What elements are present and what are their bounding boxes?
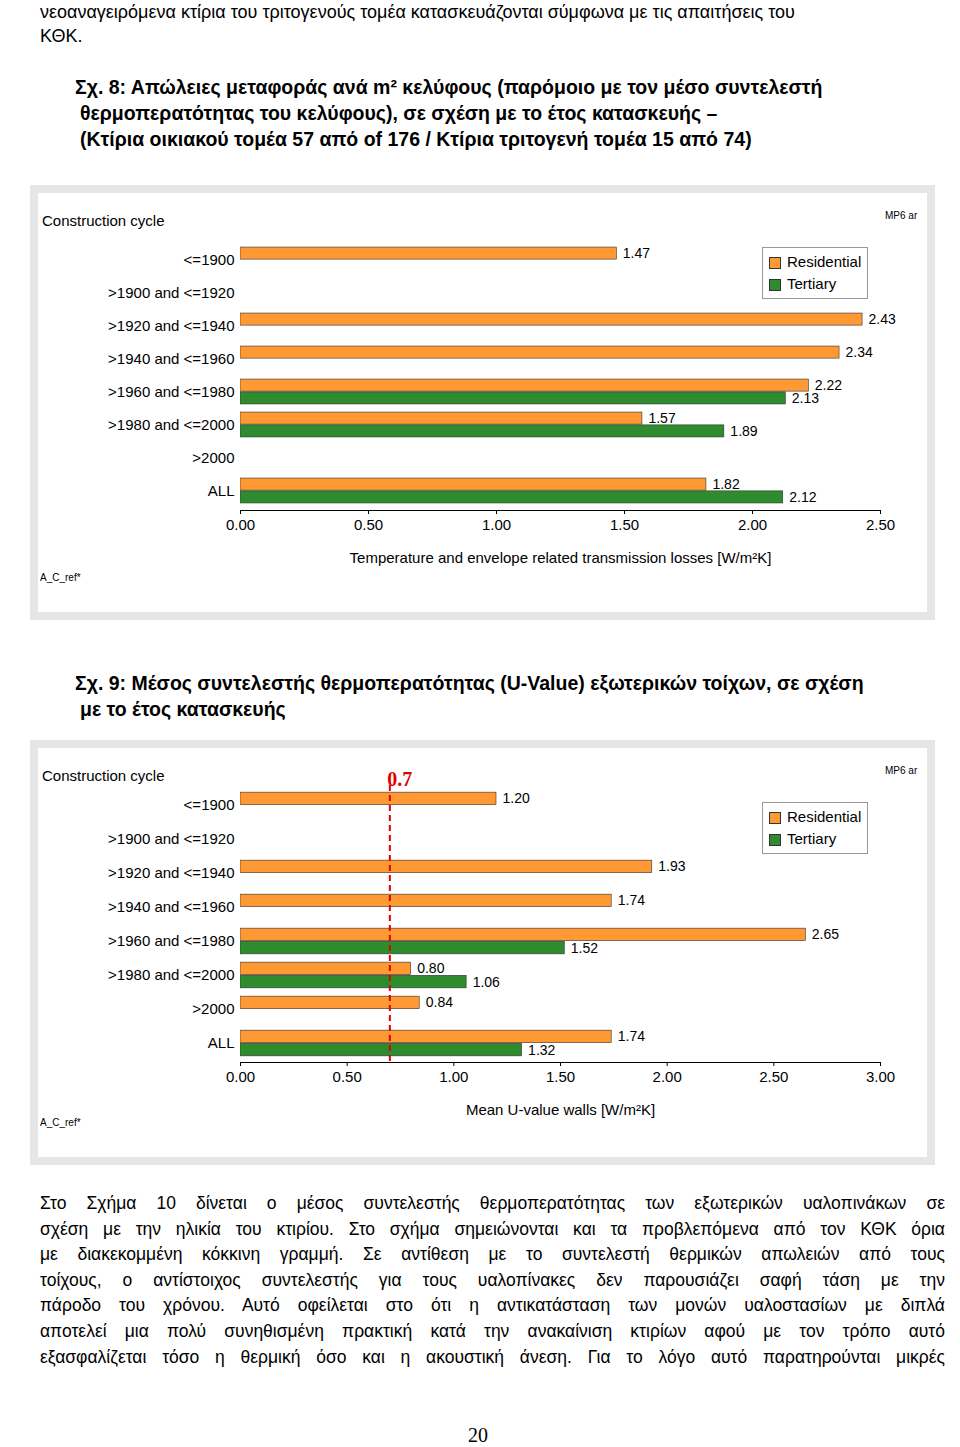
html-text:A_C_ref*: A_C_ref* xyxy=(40,1117,81,1128)
svg-text:>1920 and <=1940: >1920 and <=1940 xyxy=(108,317,234,334)
svg-text:ALL: ALL xyxy=(208,1034,235,1051)
html-text:Tertiary: Tertiary xyxy=(787,275,837,292)
html-text:Tertiary: Tertiary xyxy=(787,830,837,847)
svg-text:>1940 and <=1960: >1940 and <=1960 xyxy=(108,898,234,915)
svg-text:>1900 and <=1920: >1900 and <=1920 xyxy=(108,830,234,847)
html-text:Construction cycle: Construction cycle xyxy=(42,212,165,229)
svg-text:>1980 and <=2000: >1980 and <=2000 xyxy=(108,416,234,433)
svg-text:1.00: 1.00 xyxy=(439,1068,468,1085)
html-text:πάροδο του χρόνου. Αυτό οφείλε: πάροδο του χρόνου. Αυτό οφείλεται στο ότ… xyxy=(40,1295,945,1316)
svg-text:Temperature and envelope relat: Temperature and envelope related transmi… xyxy=(350,549,772,566)
svg-text:<=1900: <=1900 xyxy=(184,251,235,268)
svg-text:2.50: 2.50 xyxy=(866,516,895,533)
svg-text:2.50: 2.50 xyxy=(759,1068,788,1085)
html-text:MP6 ar: MP6 ar xyxy=(885,765,918,776)
html-text:Σχ. 9: Μέσος συντελεστής θερμο: Σχ. 9: Μέσος συντελεστής θερμοπερατότητα… xyxy=(75,672,864,694)
svg-text:3.00: 3.00 xyxy=(866,1068,895,1085)
svg-text:2.12: 2.12 xyxy=(789,489,816,505)
svg-text:0.00: 0.00 xyxy=(226,516,255,533)
html-text:με διακεκομμένη κόκκινη γραμμή: με διακεκομμένη κόκκινη γραμμή. Σε αντίθ… xyxy=(40,1244,945,1265)
svg-text:<=1900: <=1900 xyxy=(184,796,235,813)
svg-text:1.52: 1.52 xyxy=(571,940,598,956)
html-text:θερμοπερατότητας του κελύφους): θερμοπερατότητας του κελύφους), σε σχέση… xyxy=(80,102,718,124)
svg-text:>2000: >2000 xyxy=(192,449,234,466)
svg-text:>1960 and <=1980: >1960 and <=1980 xyxy=(108,383,234,400)
html-text:τοίχους, ο αντίστοιχος συντελε: τοίχους, ο αντίστοιχος συντελεστής για τ… xyxy=(40,1269,945,1290)
svg-text:1.57: 1.57 xyxy=(648,410,675,426)
svg-text:1.74: 1.74 xyxy=(618,1028,645,1044)
svg-text:0.84: 0.84 xyxy=(426,994,453,1010)
html-text:εξασφαλίζεται τόσο η θερμική ό: εξασφαλίζεται τόσο η θερμική όσο και η α… xyxy=(40,1346,945,1367)
svg-text:>1960 and <=1980: >1960 and <=1980 xyxy=(108,932,234,949)
html-text:Residential: Residential xyxy=(787,253,862,270)
svg-text:0.50: 0.50 xyxy=(333,1068,362,1085)
html-text:Residential: Residential xyxy=(787,808,862,825)
html-text:αποτελεί μια πολύ συνηθισμένη: αποτελεί μια πολύ συνηθισμένη πρακτική κ… xyxy=(40,1321,945,1341)
html-text:Στο Σχήμα 10 δίνεται ο μέσος σ: Στο Σχήμα 10 δίνεται ο μέσος συντελεστής… xyxy=(40,1193,945,1213)
svg-text:>1900 and <=1920: >1900 and <=1920 xyxy=(108,284,234,301)
svg-text:1.00: 1.00 xyxy=(482,516,511,533)
svg-text:>1920 and <=1940: >1920 and <=1940 xyxy=(108,864,234,881)
svg-text:1.89: 1.89 xyxy=(730,423,757,439)
svg-text:0.50: 0.50 xyxy=(354,516,383,533)
html-text:MP6 ar: MP6 ar xyxy=(885,210,918,221)
svg-text:>1980 and <=2000: >1980 and <=2000 xyxy=(108,966,234,983)
svg-text:ALL: ALL xyxy=(208,482,235,499)
svg-text:2.00: 2.00 xyxy=(653,1068,682,1085)
svg-text:2.13: 2.13 xyxy=(792,390,819,406)
svg-text:0.7: 0.7 xyxy=(387,768,412,790)
svg-text:2.22: 2.22 xyxy=(814,377,843,394)
html-text:20: 20 xyxy=(468,1424,488,1446)
svg-text:1.50: 1.50 xyxy=(546,1068,575,1085)
svg-text:1.47: 1.47 xyxy=(623,245,650,261)
svg-text:1.50: 1.50 xyxy=(610,516,639,533)
html-text:ΚΘΚ.: ΚΘΚ. xyxy=(40,26,83,46)
svg-text:1.06: 1.06 xyxy=(473,974,500,990)
svg-text:2.43: 2.43 xyxy=(869,311,896,327)
html-text:με το έτος κατασκευής: με το έτος κατασκευής xyxy=(80,698,286,720)
html-text:νεοαναγειρόμενα κτίρια του τρι: νεοαναγειρόμενα κτίρια του τριτογενούς τ… xyxy=(40,2,795,22)
svg-text:>1940 and <=1960: >1940 and <=1960 xyxy=(108,350,234,367)
svg-text:1.82: 1.82 xyxy=(712,476,739,492)
svg-text:Mean U-value walls [W/m²K]: Mean U-value walls [W/m²K] xyxy=(466,1101,655,1118)
svg-text:0.00: 0.00 xyxy=(226,1068,255,1085)
svg-text:1.20: 1.20 xyxy=(503,790,530,806)
html-text:Σχ. 8: Απώλειες μεταφοράς ανά: Σχ. 8: Απώλειες μεταφοράς ανά m² κελύφου… xyxy=(75,76,823,98)
svg-text:2.65: 2.65 xyxy=(812,926,839,942)
svg-text:1.93: 1.93 xyxy=(658,858,685,874)
svg-text:0.80: 0.80 xyxy=(417,960,444,976)
svg-text:2.00: 2.00 xyxy=(738,516,767,533)
svg-text:2.34: 2.34 xyxy=(846,344,873,360)
svg-text:1.32: 1.32 xyxy=(528,1042,555,1058)
html-text:Construction cycle: Construction cycle xyxy=(42,767,165,784)
svg-text:>2000: >2000 xyxy=(192,1000,234,1017)
html-text:(Κτίρια οικιακού τομέα 57 από: (Κτίρια οικιακού τομέα 57 από of 176 / Κ… xyxy=(80,128,752,150)
html-text:A_C_ref*: A_C_ref* xyxy=(40,572,81,583)
svg-text:1.74: 1.74 xyxy=(618,892,645,908)
html-text:σχέση με την ηλικία του κτιρίο: σχέση με την ηλικία του κτιρίου. Στο σχή… xyxy=(40,1218,945,1239)
